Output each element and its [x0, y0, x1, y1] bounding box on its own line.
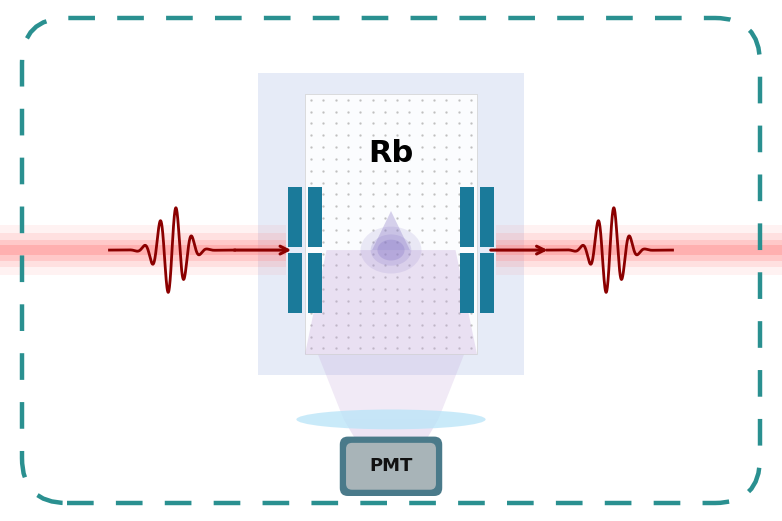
Polygon shape: [305, 250, 477, 354]
Bar: [258, 73, 524, 375]
Bar: [460, 187, 474, 247]
FancyBboxPatch shape: [346, 443, 436, 490]
Bar: [496, 245, 782, 255]
Ellipse shape: [361, 227, 421, 274]
Ellipse shape: [378, 240, 404, 260]
Bar: [308, 253, 322, 313]
Bar: [496, 233, 782, 267]
Bar: [496, 226, 782, 275]
Bar: [496, 240, 782, 260]
Bar: [460, 253, 474, 313]
Bar: [308, 187, 322, 247]
Bar: [0, 226, 286, 275]
Bar: [480, 253, 494, 313]
Ellipse shape: [296, 410, 486, 429]
Bar: [0, 245, 286, 255]
Bar: [305, 94, 477, 354]
Bar: [288, 253, 302, 313]
Bar: [288, 187, 302, 247]
Bar: [480, 187, 494, 247]
Bar: [0, 240, 286, 260]
FancyBboxPatch shape: [339, 437, 442, 496]
Ellipse shape: [371, 234, 411, 266]
Text: Rb: Rb: [368, 139, 414, 168]
Polygon shape: [372, 211, 410, 250]
Text: PMT: PMT: [369, 457, 413, 475]
Bar: [0, 233, 286, 267]
Polygon shape: [344, 419, 438, 453]
Polygon shape: [317, 354, 465, 419]
